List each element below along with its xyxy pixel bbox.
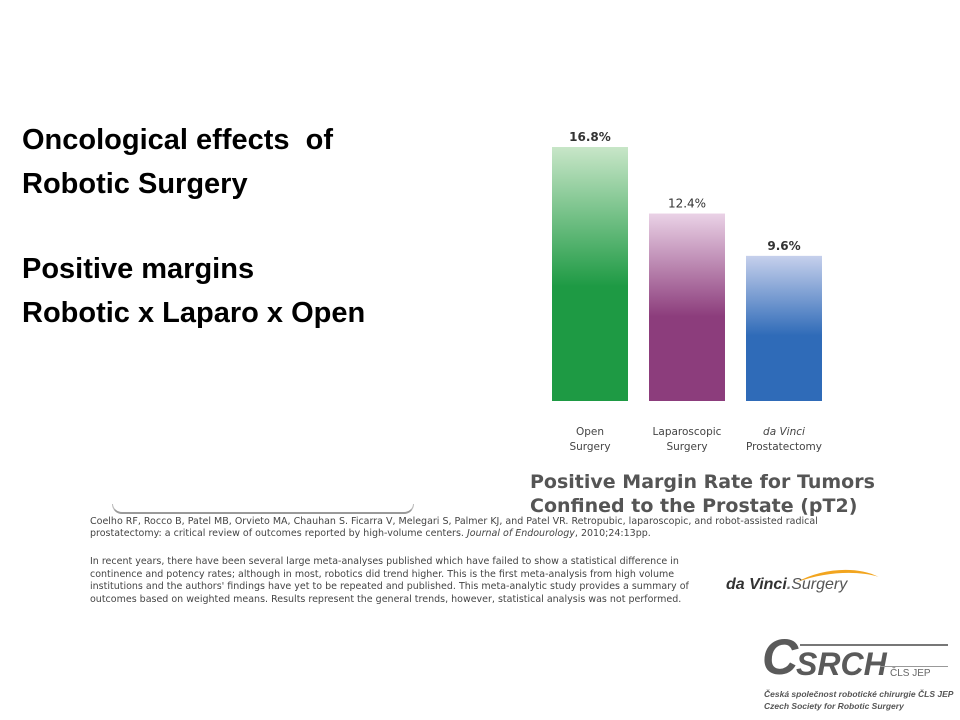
logo-big-c: C [762, 629, 799, 685]
bar-1 [649, 213, 725, 401]
bar-chart: 16.8% Open Surgery 12.4% Laparoscopic Surgery… [552, 130, 822, 453]
chart-title-line-1: Positive Margin Rate for Tumors [530, 471, 875, 493]
logo-subtitle-cz: Česká společnost robotické chirurgie ČLS… [764, 689, 954, 699]
bar-0 [552, 147, 628, 401]
value-label-0: 16.8% [569, 130, 611, 144]
bar-2 [746, 255, 822, 401]
category-label-0-line1: Open [576, 426, 604, 438]
citation-text: Coelho RF, Rocco B, Patel MB, Orvieto MA… [90, 516, 818, 539]
value-label-1: 12.4% [668, 197, 706, 211]
logo-subtitle-en: Czech Society for Robotic Surgery [764, 701, 904, 711]
decorative-divider [112, 504, 414, 514]
surgery-word: Surgery [791, 576, 848, 593]
category-label-2-line2: Prostatectomy [746, 441, 822, 453]
category-label-1-line1: Laparoscopic [653, 426, 722, 438]
category-label-1-line2: Surgery [666, 441, 707, 453]
value-label-2: 9.6% [767, 239, 800, 253]
logo-letters: SRCH [796, 646, 887, 682]
logo-tag: ČLS JEP [890, 668, 931, 679]
logo-rule-2 [880, 666, 948, 667]
logo-subtitle: Česká společnost robotické chirurgie ČLS… [764, 688, 953, 712]
title-line-2: Robotic Surgery [22, 168, 248, 200]
davinci-surgery-logo: da Vinci.Surgery [726, 566, 886, 600]
bars-group [552, 147, 822, 401]
labels-group: 16.8% Open Surgery 12.4% Laparoscopic Surgery… [569, 130, 822, 453]
title-line-4: Robotic x Laparo x Open [22, 297, 366, 329]
chart-title-line-2: Confined to the Prostate (pT2) [530, 495, 858, 517]
logo-rule [800, 644, 948, 646]
category-label-0-line2: Surgery [569, 441, 610, 453]
swoosh-icon [796, 569, 879, 583]
slide-title: Oncological effects of Robotic Surgery P… [22, 118, 365, 335]
citation-ref: , 2010;24:13pp. [574, 528, 651, 539]
title-line-3: Positive margins [22, 253, 255, 285]
summary-paragraph: In recent years, there have been several… [90, 556, 689, 605]
davinci-word: da Vinci [726, 576, 787, 593]
citation-journal: Journal of Endourology [466, 528, 575, 539]
title-line-1: Oncological effects of [22, 124, 333, 156]
category-label-2-line1: da Vinci [763, 426, 805, 438]
chart-title: Positive Margin Rate for Tumors Confined… [530, 470, 875, 518]
citation: Coelho RF, Rocco B, Patel MB, Orvieto MA… [90, 516, 860, 540]
